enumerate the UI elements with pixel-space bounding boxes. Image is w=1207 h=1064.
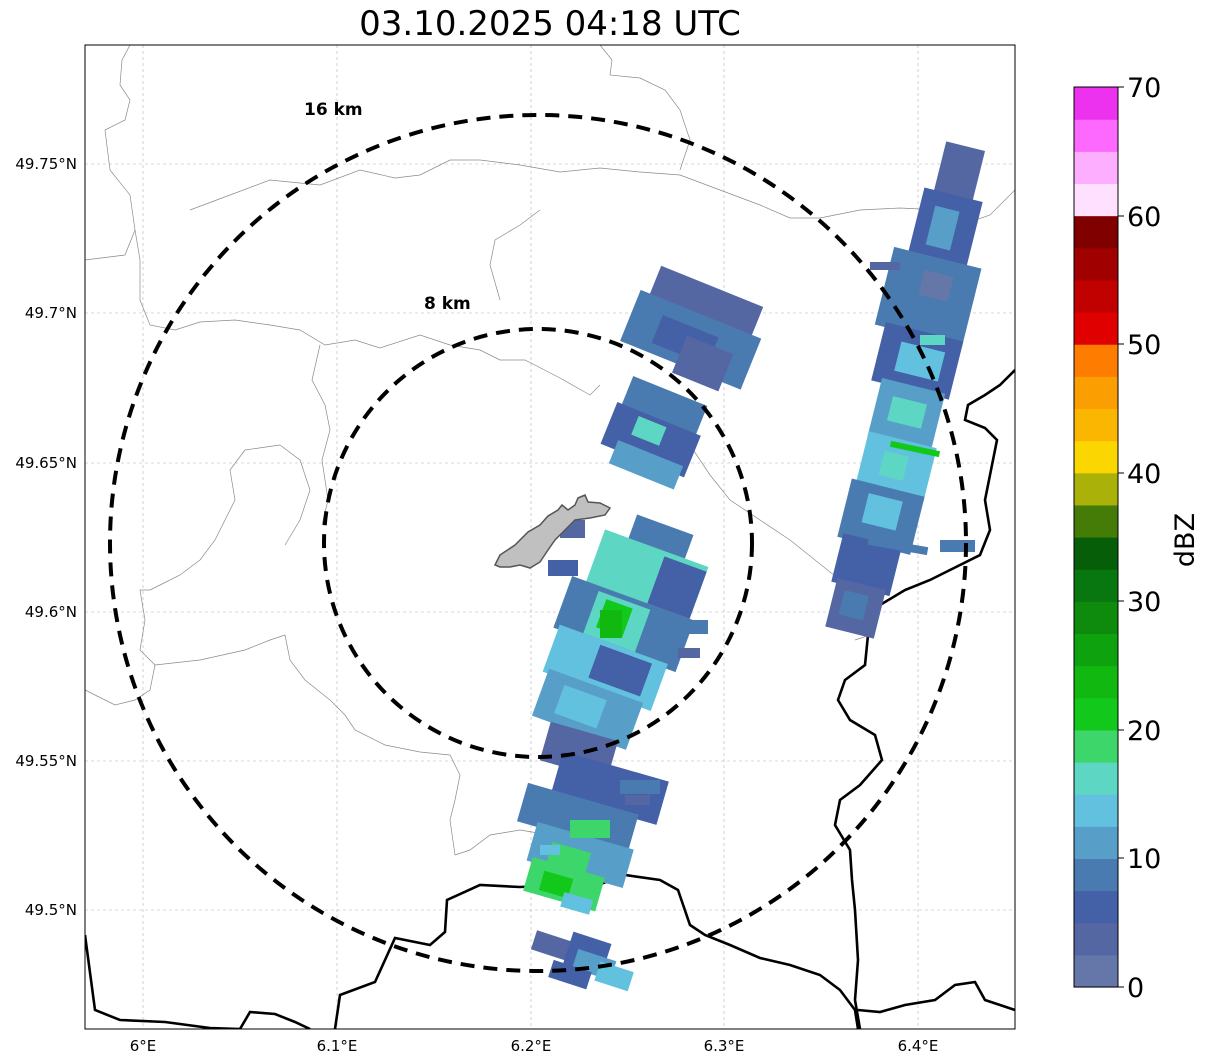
colorbar-band (1074, 922, 1118, 956)
colorbar-band (1074, 569, 1118, 602)
lon-tick-label: 6.4°E (898, 1037, 939, 1055)
lat-tick-label: 49.5°N (25, 901, 77, 919)
lat-tick-label: 49.65°N (15, 454, 77, 472)
colorbar-tick-label: 20 (1127, 716, 1161, 747)
colorbar-band (1074, 794, 1118, 827)
colorbar-title: dBZ (1170, 513, 1201, 567)
colorbar-band (1074, 87, 1118, 120)
ring-label-8km: 8 km (424, 294, 471, 314)
colorbar-band (1074, 312, 1118, 345)
colorbar-band (1074, 119, 1118, 152)
colorbar-tick-label: 50 (1127, 330, 1161, 361)
lat-tick-label: 49.7°N (25, 304, 77, 322)
colorbar-band (1074, 537, 1118, 570)
radar-echoes (517, 141, 986, 992)
lon-tick-labels: 6°E 6.1°E 6.2°E 6.3°E 6.4°E (130, 1037, 939, 1055)
colorbar-band (1074, 954, 1118, 988)
range-rings (108, 113, 968, 973)
colorbar-band (1074, 826, 1118, 860)
lon-tick-label: 6.3°E (704, 1037, 745, 1055)
colorbar-band (1074, 633, 1118, 667)
lat-tick-label: 49.6°N (25, 603, 77, 621)
lon-tick-label: 6.2°E (511, 1037, 552, 1055)
colorbar-band (1074, 151, 1118, 185)
colorbar-band (1074, 697, 1118, 731)
colorbar-tick-label: 70 (1127, 73, 1161, 104)
colorbar-band (1074, 890, 1118, 924)
range-ring-8km (322, 327, 754, 759)
colorbar-band (1074, 762, 1118, 795)
colorbar (1074, 87, 1118, 988)
colorbar-band (1074, 408, 1118, 442)
colorbar-tick-label: 10 (1127, 844, 1161, 875)
lon-tick-label: 6°E (130, 1037, 157, 1055)
colorbar-band (1074, 279, 1118, 313)
plot-frame (84, 44, 1016, 1030)
colorbar-band (1074, 729, 1118, 763)
range-ring-16km (108, 113, 968, 973)
lake (493, 494, 612, 569)
colorbar-band (1074, 183, 1118, 217)
colorbar-band (1074, 504, 1118, 538)
colorbar-tick-label: 60 (1127, 202, 1161, 233)
lat-tick-labels: 49.75°N 49.7°N 49.65°N 49.6°N 49.55°N 49… (15, 155, 77, 919)
colorbar-band (1074, 601, 1118, 635)
lon-tick-label: 6.1°E (317, 1037, 358, 1055)
colorbar-tick-labels: 0 10 20 30 40 50 60 70 (1127, 73, 1161, 1004)
colorbar-band (1074, 440, 1118, 474)
colorbar-band (1074, 247, 1118, 281)
colorbar-tick-label: 30 (1127, 587, 1161, 618)
ring-label-16km: 16 km (304, 100, 363, 120)
lat-tick-label: 49.75°N (15, 155, 77, 173)
colorbar-band (1074, 344, 1118, 377)
colorbar-ticks (1118, 86, 1124, 988)
chart-title: 03.10.2025 04:18 UTC (359, 4, 741, 44)
colorbar-frame (1073, 86, 1119, 988)
colorbar-tick-label: 40 (1127, 459, 1161, 490)
colorbar-band (1074, 858, 1118, 892)
colorbar-tick-label: 0 (1127, 973, 1144, 1004)
colorbar-band (1074, 472, 1118, 506)
colorbar-band (1074, 376, 1118, 410)
lat-tick-label: 49.55°N (15, 752, 77, 770)
colorbar-band (1074, 215, 1118, 249)
colorbar-band (1074, 665, 1118, 699)
